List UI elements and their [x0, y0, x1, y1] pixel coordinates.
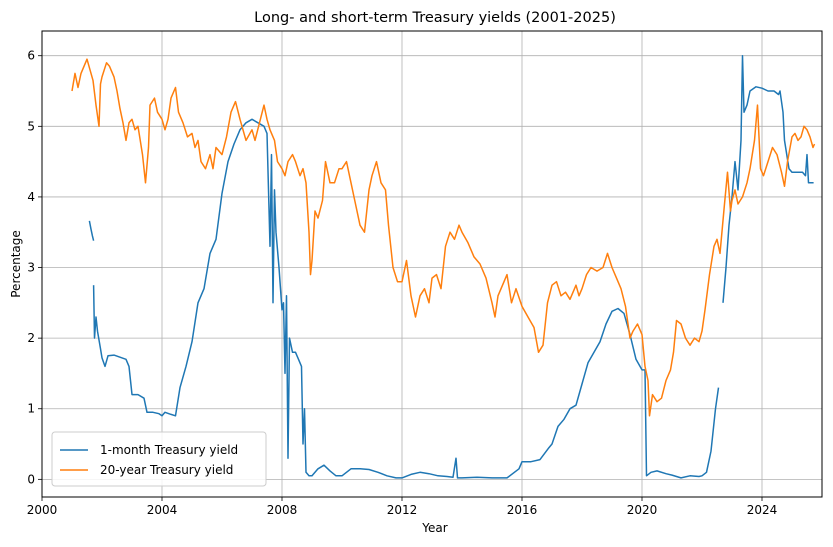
legend-label-2: 20-year Treasury yield: [100, 463, 233, 477]
series-line-2: [71, 58, 816, 417]
legend-box: [51, 431, 267, 487]
x-tick-label: 2020: [627, 503, 658, 517]
y-axis-label: Percentage: [9, 230, 23, 298]
y-tick-label: 1: [27, 402, 35, 416]
legend-label-1: 1-month Treasury yield: [100, 443, 238, 457]
series-lines: [71, 54, 816, 479]
y-tick-label: 6: [27, 49, 35, 63]
y-tick-label: 2: [27, 331, 35, 345]
x-tick-label: 2000: [27, 503, 58, 517]
y-tick-label: 3: [27, 261, 35, 275]
series-line-1: [88, 220, 95, 241]
chart-title: Long- and short-term Treasury yields (20…: [254, 10, 616, 26]
legend: 1-month Treasury yield 20-year Treasury y…: [51, 431, 267, 487]
x-tick-label: 2024: [747, 503, 778, 517]
plot-frame: [41, 30, 823, 498]
x-ticks: 2000 2004 2008 2012 2016 2020 2024: [27, 497, 778, 517]
x-tick-label: 2008: [267, 503, 298, 517]
x-tick-label: 2012: [387, 503, 418, 517]
y-tick-label: 4: [27, 190, 35, 204]
x-tick-label: 2016: [507, 503, 538, 517]
y-tick-label: 5: [27, 119, 35, 133]
series-line-1: [92, 118, 720, 479]
series-line-1: [722, 54, 814, 303]
y-ticks: 0 1 2 3 4 5 6: [27, 49, 42, 486]
x-tick-label: 2004: [147, 503, 178, 517]
y-tick-label: 0: [27, 472, 35, 486]
x-axis-label: Year: [421, 521, 447, 535]
